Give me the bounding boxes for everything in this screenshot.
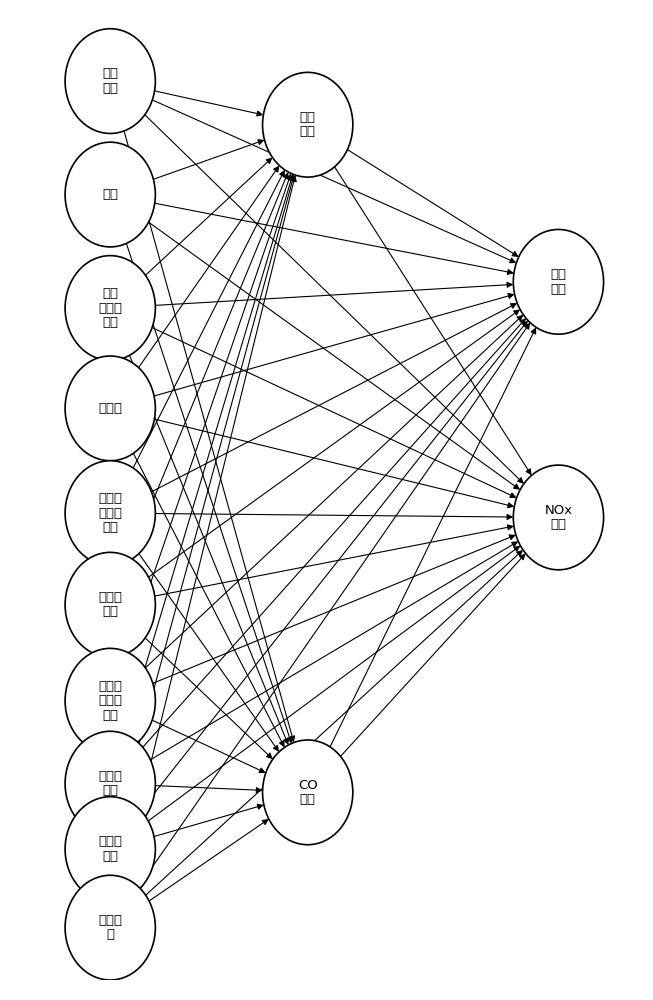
Text: CO
含量: CO 含量 — [298, 779, 317, 806]
Ellipse shape — [513, 465, 603, 570]
Text: 燃烧器
摆角: 燃烧器 摆角 — [98, 835, 122, 863]
Text: 排烟
温度: 排烟 温度 — [300, 111, 315, 138]
Text: 磨煤机
入出口
风温: 磨煤机 入出口 风温 — [98, 492, 122, 534]
Ellipse shape — [65, 552, 155, 657]
Ellipse shape — [65, 875, 155, 980]
Ellipse shape — [263, 740, 353, 845]
Ellipse shape — [65, 461, 155, 565]
Text: 送风量: 送风量 — [98, 402, 122, 415]
Ellipse shape — [513, 229, 603, 334]
Text: 煤质: 煤质 — [103, 188, 118, 201]
Text: 烟气含
氧量: 烟气含 氧量 — [98, 591, 122, 618]
Text: 煤粉细
度煤粉
浓度: 煤粉细 度煤粉 浓度 — [98, 680, 122, 722]
Text: 机组
负荷: 机组 负荷 — [103, 67, 118, 95]
Text: 辅助风
量: 辅助风 量 — [98, 914, 122, 941]
Ellipse shape — [65, 256, 155, 360]
Ellipse shape — [65, 731, 155, 836]
Ellipse shape — [65, 356, 155, 461]
Ellipse shape — [65, 29, 155, 133]
Text: 一次
风风量
风速: 一次 风风量 风速 — [98, 287, 122, 329]
Ellipse shape — [65, 142, 155, 247]
Ellipse shape — [263, 72, 353, 177]
Text: 锅炉
效率: 锅炉 效率 — [550, 268, 566, 296]
Ellipse shape — [65, 797, 155, 901]
Text: 燃烧器
分配: 燃烧器 分配 — [98, 770, 122, 797]
Ellipse shape — [65, 648, 155, 753]
Text: NOx
排放: NOx 排放 — [545, 504, 573, 531]
